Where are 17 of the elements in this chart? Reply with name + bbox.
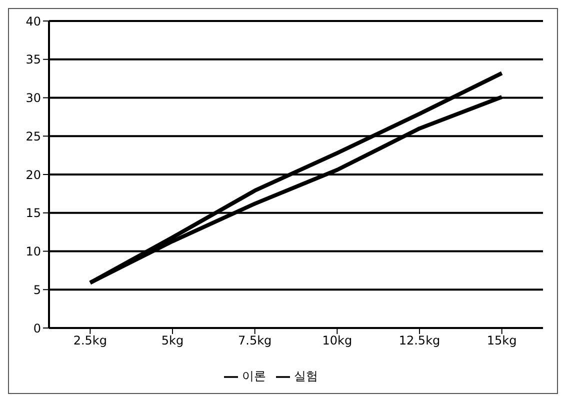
y-tick-label: 40 (26, 14, 41, 28)
legend-label: 이론 (242, 369, 266, 383)
y-tick-label: 35 (26, 52, 41, 67)
x-tick-label: 10kg (322, 334, 352, 348)
x-tick-label: 15kg (486, 334, 517, 348)
y-tick-label: 0 (33, 321, 41, 336)
legend-label: 실험 (294, 369, 318, 383)
x-tick-label: 7.5kg (238, 334, 272, 348)
y-tick-label: 20 (26, 168, 41, 182)
y-tick-label: 5 (33, 282, 41, 297)
y-tick-label: 30 (26, 91, 41, 106)
y-tick-label: 15 (26, 206, 41, 220)
x-tick-label: 5kg (161, 334, 184, 348)
x-tick-label: 12.5kg (398, 334, 440, 348)
y-tick-label: 10 (26, 244, 41, 259)
x-tick-label: 2.5kg (73, 334, 107, 348)
y-tick-label: 25 (26, 129, 41, 144)
